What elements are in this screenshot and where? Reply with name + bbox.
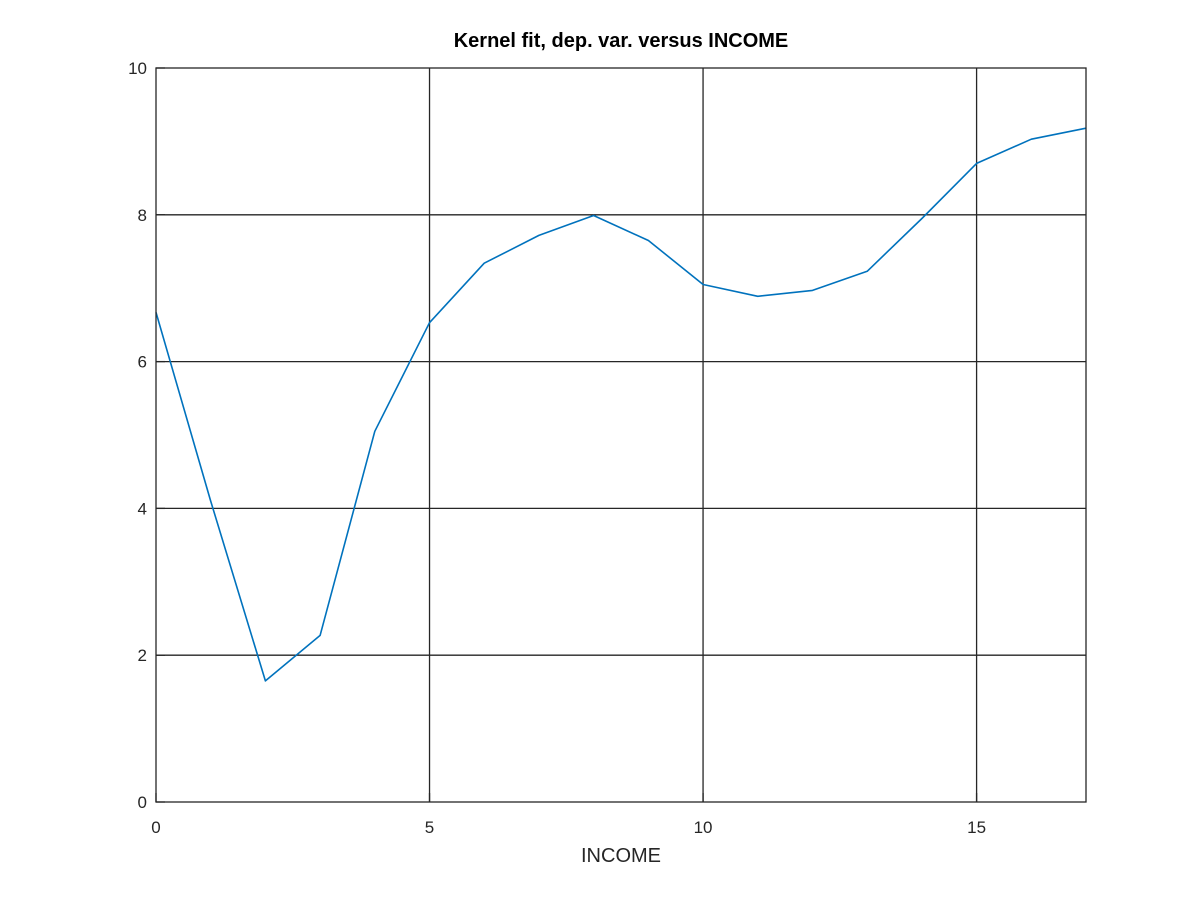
y-tick-label: 8 <box>138 206 147 225</box>
tick-marks <box>155 67 978 803</box>
series-layer <box>155 127 1087 682</box>
y-tick-label: 6 <box>138 353 147 372</box>
y-tick-label: 2 <box>138 646 147 665</box>
x-tick-label: 0 <box>151 818 160 837</box>
y-tick-label: 4 <box>138 499 147 518</box>
x-tick-label: 15 <box>967 818 986 837</box>
series-line <box>155 127 1087 682</box>
chart-title: Kernel fit, dep. var. versus INCOME <box>454 30 789 52</box>
y-tick-label: 0 <box>138 793 147 812</box>
grid-lines <box>156 68 1086 802</box>
x-axis-label: INCOME <box>581 845 661 867</box>
y-tick-label: 10 <box>128 59 147 78</box>
plot-area <box>156 68 1086 802</box>
tick-labels: 0 5 10 15 0 2 4 6 8 10 <box>128 59 986 837</box>
x-tick-label: 5 <box>425 818 434 837</box>
x-tick-label: 10 <box>694 818 713 837</box>
axes-box <box>155 67 1087 803</box>
